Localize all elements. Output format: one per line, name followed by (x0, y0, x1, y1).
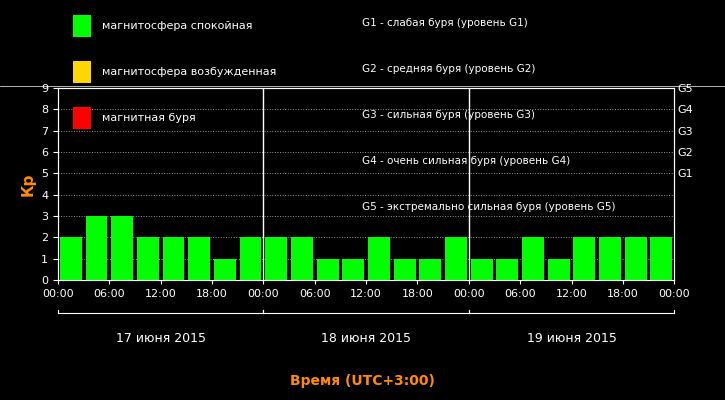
Bar (497, 259, 518, 280)
Bar (522, 237, 544, 280)
Bar (291, 237, 313, 280)
Bar (650, 237, 672, 280)
Bar (162, 237, 184, 280)
Bar (137, 237, 159, 280)
Text: магнитосфера спокойная: магнитосфера спокойная (102, 21, 252, 31)
Bar (188, 237, 210, 280)
Text: G4 - очень сильная буря (уровень G4): G4 - очень сильная буря (уровень G4) (362, 156, 571, 166)
Bar (625, 237, 647, 280)
Text: G3 - сильная буря (уровень G3): G3 - сильная буря (уровень G3) (362, 110, 536, 120)
Text: магнитосфера возбужденная: магнитосфера возбужденная (102, 67, 276, 77)
Bar (419, 259, 442, 280)
Bar (342, 259, 364, 280)
Bar (548, 259, 570, 280)
Bar (368, 237, 390, 280)
Text: 17 июня 2015: 17 июня 2015 (116, 332, 206, 344)
Bar (86, 216, 107, 280)
Bar (60, 237, 82, 280)
Text: G1 - слабая буря (уровень G1): G1 - слабая буря (уровень G1) (362, 18, 529, 28)
Bar (265, 237, 287, 280)
Bar (111, 216, 133, 280)
Bar (599, 237, 621, 280)
Bar (471, 259, 492, 280)
Text: G2 - средняя буря (уровень G2): G2 - средняя буря (уровень G2) (362, 64, 536, 74)
Bar (214, 259, 236, 280)
Text: магнитная буря: магнитная буря (102, 113, 195, 123)
Bar (394, 259, 415, 280)
Bar (317, 259, 339, 280)
Text: G5 - экстремально сильная буря (уровень G5): G5 - экстремально сильная буря (уровень … (362, 202, 616, 212)
Text: 19 июня 2015: 19 июня 2015 (526, 332, 616, 344)
Y-axis label: Кр: Кр (20, 172, 36, 196)
Bar (445, 237, 467, 280)
Bar (573, 237, 595, 280)
Bar (240, 237, 262, 280)
Text: Время (UTC+3:00): Время (UTC+3:00) (290, 374, 435, 388)
Text: 18 июня 2015: 18 июня 2015 (321, 332, 411, 344)
